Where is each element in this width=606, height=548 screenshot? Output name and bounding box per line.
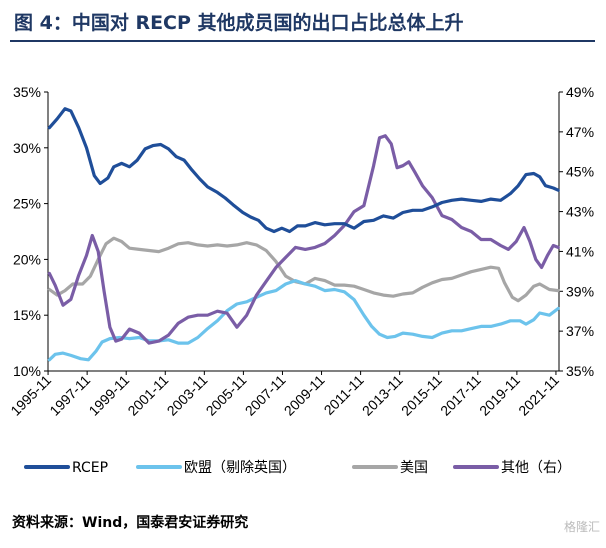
- x-tick-label: 1999-11: [85, 372, 132, 419]
- right-tick-label: 39%: [566, 283, 594, 299]
- legend-label: RCEP: [72, 460, 108, 476]
- left-tick-label: 35%: [13, 84, 41, 100]
- right-tick-label: 41%: [566, 243, 594, 259]
- series-line-1: [47, 279, 560, 362]
- right-tick-label: 45%: [566, 164, 594, 180]
- right-tick-label: 49%: [566, 84, 594, 100]
- x-tick-label: 2003-11: [164, 372, 211, 419]
- legend-label: 欧盟（剔除英国）: [184, 459, 296, 476]
- x-tick-label: 2021-11: [515, 372, 562, 419]
- x-tick-label: 2001-11: [124, 372, 171, 419]
- line-chart: 10% 15% 20% 25% 30% 35% 35% 37% 39% 41% 43% 45% 47%…: [7, 84, 594, 476]
- x-tick-label: 2017-11: [437, 372, 484, 419]
- left-tick-label: 25%: [13, 196, 41, 212]
- source-note: 资料来源：Wind，国泰君安证券研究: [12, 515, 249, 531]
- series-line-0: [47, 107, 560, 234]
- x-tick-label: 2011-11: [321, 372, 367, 418]
- left-tick-label: 20%: [13, 251, 41, 267]
- x-tick-label: 2007-11: [242, 372, 289, 419]
- series-line-3: [47, 134, 560, 345]
- right-tick-label: 35%: [566, 363, 594, 379]
- left-tick-label: 10%: [13, 363, 41, 379]
- x-tick-label: 2005-11: [203, 372, 250, 419]
- watermark-logo: 格隆汇: [563, 520, 600, 534]
- figure-title: 图 4：中国对 RECP 其他成员国的出口占比总体上升: [14, 12, 464, 34]
- right-tick-label: 47%: [566, 124, 594, 140]
- left-tick-label: 30%: [13, 140, 41, 156]
- x-tick-label: 2009-11: [281, 372, 328, 419]
- title-divider: [10, 40, 595, 42]
- x-tick-label: 2019-11: [476, 372, 523, 419]
- legend-label: 其他（右）: [501, 460, 571, 476]
- x-tick-label: 1997-11: [46, 372, 93, 419]
- x-tick-label: 2013-11: [359, 372, 406, 419]
- legend-label: 美国: [400, 460, 428, 476]
- x-tick-label: 2015-11: [398, 372, 445, 419]
- left-tick-label: 15%: [13, 307, 41, 323]
- right-tick-label: 37%: [566, 323, 594, 339]
- right-tick-label: 43%: [566, 204, 594, 220]
